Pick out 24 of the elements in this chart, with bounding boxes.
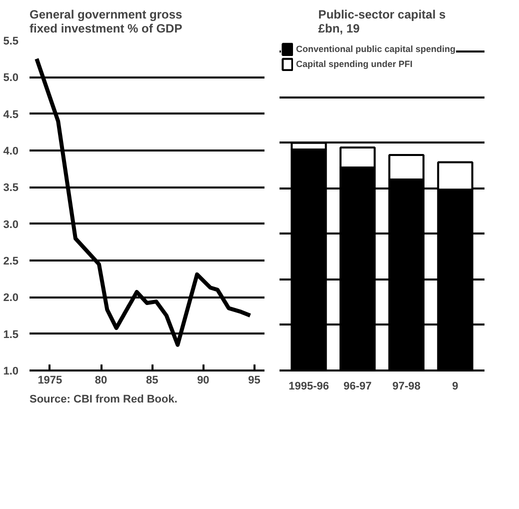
legend-label: Conventional public capital spending <box>296 44 456 54</box>
y-tick-label: 4.5 <box>3 108 19 121</box>
source-note: Source: CBI from Red Book. <box>30 394 178 406</box>
x-tick-label: 96-97 <box>344 380 372 392</box>
x-tick-label: 97-98 <box>392 380 420 392</box>
x-tick-label: 85 <box>146 374 158 386</box>
x-tick-label: 9 <box>452 380 458 392</box>
chart-title: General government gross fixed investment % of GDP <box>30 8 183 36</box>
y-tick-label: 3.5 <box>3 182 19 194</box>
x-tick-label: 90 <box>197 374 210 386</box>
y-tick-label: 1.0 <box>3 366 19 378</box>
y-tick-label: 5.0 <box>3 72 19 84</box>
x-tick-label: 80 <box>94 374 108 386</box>
y-tick-label: 2.5 <box>3 256 19 268</box>
y-tick-label: 5.5 <box>3 36 19 48</box>
chart-title: Public-sector capital s £bn, 19 <box>318 8 446 36</box>
x-tick-label: 1975 <box>38 374 62 386</box>
x-tick-label: 1995-96 <box>288 380 329 392</box>
legend-label: Capital spending under PFI <box>296 59 413 69</box>
x-tick-label: 95 <box>248 374 260 386</box>
y-tick-label: 1.5 <box>3 328 19 341</box>
y-tick-label: 3.0 <box>3 218 19 231</box>
y-tick-label: 4.0 <box>3 146 19 158</box>
y-tick-label: 2.0 <box>3 292 19 304</box>
